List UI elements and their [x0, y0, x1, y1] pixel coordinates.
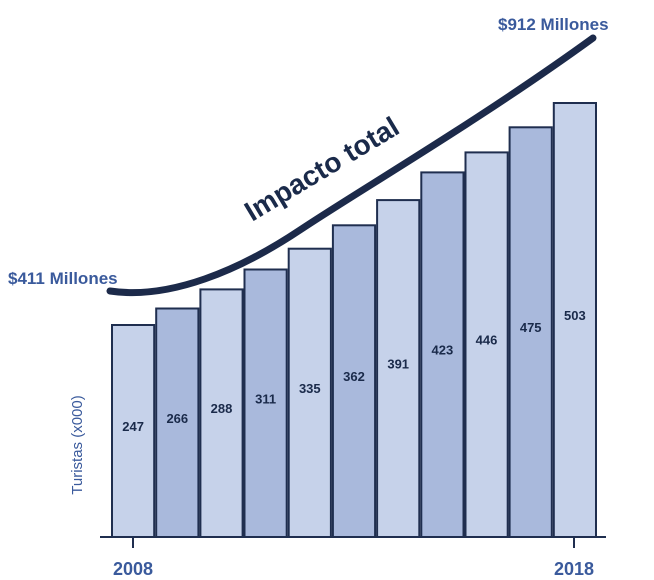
- bar-value-label-2008: 247: [122, 419, 144, 434]
- bar-value-label-2011: 311: [255, 391, 276, 406]
- bar-value-label-2009: 266: [166, 411, 188, 426]
- bar-value-label-2015: 423: [432, 343, 454, 358]
- bars: [111, 102, 597, 539]
- bar-labels: 247 266 288 311 335 362 391 423 446 475 503: [122, 308, 586, 434]
- bar-2008: [111, 324, 156, 538]
- bar-value-label-2013: 362: [343, 369, 365, 384]
- bar-value-label-2014: 391: [387, 357, 409, 372]
- bar-2009: [155, 307, 200, 538]
- y-axis-label: Turistas (x000): [69, 395, 86, 494]
- curve-end-label: $912 Millones: [498, 15, 609, 34]
- bar-value-label-2017: 475: [520, 320, 542, 335]
- x-tick-label-start: 2008: [113, 559, 153, 579]
- bar-value-label-2012: 335: [299, 381, 321, 396]
- bar-2011: [243, 268, 288, 538]
- bar-value-label-2010: 288: [211, 401, 233, 416]
- x-tick-label-end: 2018: [554, 559, 594, 579]
- bar-2015: [420, 171, 465, 538]
- bar-value-label-2018: 503: [564, 308, 586, 323]
- bar-2017: [508, 126, 553, 539]
- bar-2013: [331, 224, 377, 539]
- bar-value-label-2016: 446: [476, 333, 498, 348]
- impact-curve: [106, 34, 597, 297]
- bar-2018: [552, 102, 597, 538]
- curve-start-label: $411 Millones: [8, 269, 118, 288]
